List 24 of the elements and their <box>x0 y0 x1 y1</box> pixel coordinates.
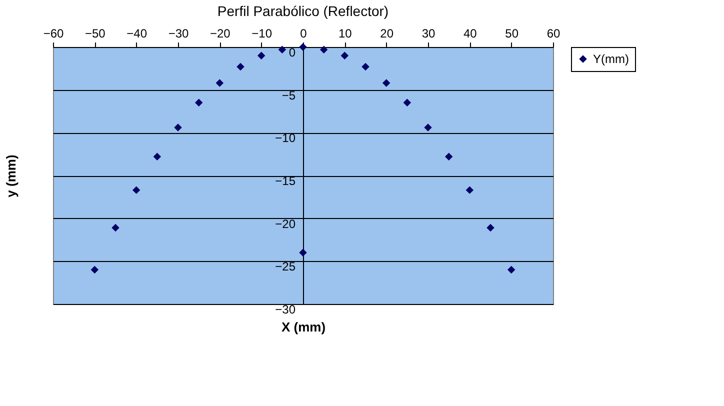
x-tick-label: 0 <box>300 26 308 40</box>
x-axis-title: X (mm) <box>281 320 326 334</box>
x-tick-label: −50 <box>84 26 106 40</box>
chart-title: Perfil Parabólico (Reflector) <box>217 3 389 19</box>
x-tick-label: −20 <box>210 26 231 40</box>
x-tick-label: −10 <box>252 26 272 40</box>
y-tick-label: −25 <box>275 260 296 274</box>
y-tick-label: −10 <box>275 131 296 146</box>
y-tick-label: −15 <box>275 174 296 188</box>
x-tick-label: 20 <box>380 26 394 40</box>
y-axis-title: y (mm) <box>4 154 18 198</box>
x-tick-label: 60 <box>546 26 560 40</box>
x-tick-label: −30 <box>168 26 189 40</box>
x-tick-label: −40 <box>126 26 148 40</box>
x-tick-label: 40 <box>463 26 478 40</box>
y-tick-label: −20 <box>275 216 296 231</box>
y-tick-label: −30 <box>275 302 296 316</box>
legend-label: Y(mm) <box>593 52 629 66</box>
y-tick-label: −5 <box>282 88 296 102</box>
x-tick-label: 10 <box>338 26 352 40</box>
x-tick-label: 30 <box>422 26 436 40</box>
y-tick-label: 0 <box>288 46 296 60</box>
x-tick-label: 50 <box>505 26 519 40</box>
x-tick-label: −60 <box>43 26 64 40</box>
